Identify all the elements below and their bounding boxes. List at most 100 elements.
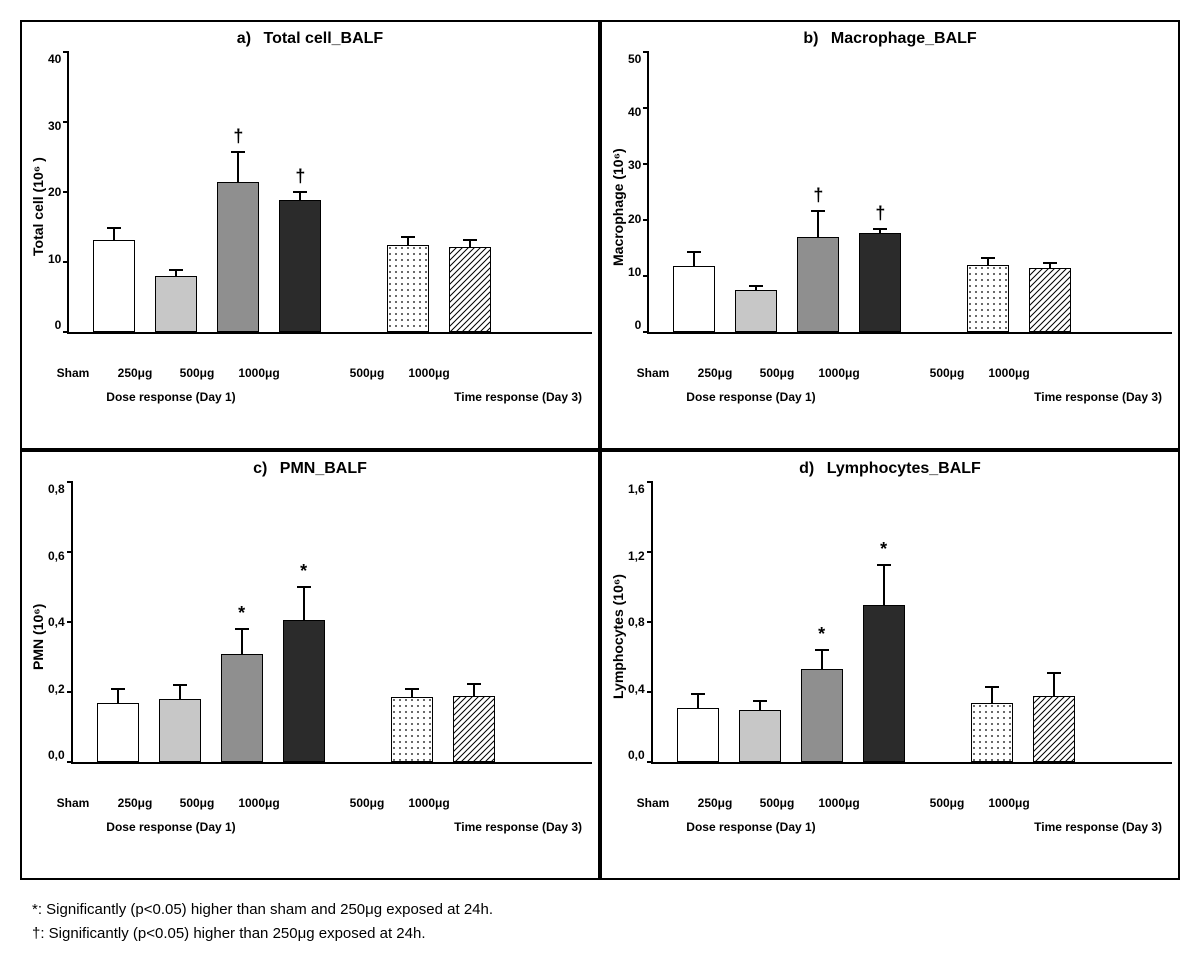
footnotes: *: Significantly (p<0.05) higher than sh… [20, 898, 1180, 946]
significance-marker: * [300, 561, 307, 582]
bar-b-dose-Sham [673, 266, 715, 332]
sub-axis: Dose response (Day 1) Time response (Day… [28, 390, 592, 404]
error-bar [407, 236, 409, 246]
figure-root: a) Total cell_BALF Total cell (10⁶ ) 403… [20, 20, 1180, 946]
panel-title: a) Total cell_BALF [28, 30, 592, 48]
y-tick-label: 0,2 [48, 682, 65, 696]
bar-b-dose-1000μg: † [859, 233, 901, 332]
error-bar [817, 210, 819, 238]
error-bar [991, 686, 993, 704]
panel-title-text: Total cell_BALF [263, 30, 383, 47]
x-tick-label: 1000μg [228, 366, 290, 380]
subaxis-dose: Dose response (Day 1) [42, 390, 300, 404]
error-bar [987, 257, 989, 265]
y-tick-label: 40 [628, 105, 641, 119]
bar-d-time-500μg [971, 703, 1013, 763]
y-tick-label: 0,0 [628, 748, 645, 762]
y-tick-label: 1,2 [628, 549, 645, 563]
bar-c-time-1000μg [453, 696, 495, 763]
subaxis-time: Time response (Day 3) [880, 820, 1172, 834]
y-tick-label: 0,8 [48, 482, 65, 496]
x-tick-label: 1000μg [978, 366, 1040, 380]
error-bar [697, 693, 699, 709]
x-tick-label: 500μg [746, 796, 808, 810]
significance-marker: † [813, 185, 823, 206]
dose-group: † † [83, 52, 331, 332]
x-tick-label: 500μg [166, 796, 228, 810]
error-bar [473, 683, 475, 697]
subaxis-time: Time response (Day 3) [300, 820, 592, 834]
error-bar [411, 688, 413, 699]
error-bar [303, 586, 305, 621]
plot-area: † † [67, 52, 592, 334]
y-tick-label: 0,6 [48, 549, 65, 563]
bar-a-time-500μg [387, 245, 429, 333]
x-tick-label: 1000μg [978, 796, 1040, 810]
bar-a-dose-Sham [93, 240, 135, 332]
y-tick-label: 0,0 [48, 748, 65, 762]
y-axis: 50403020100 [628, 52, 647, 332]
bars-container: * * [653, 482, 1172, 762]
bar-b-dose-500μg: † [797, 237, 839, 332]
error-bar [237, 151, 239, 183]
plot-area: * * [71, 482, 592, 764]
panel-a: a) Total cell_BALF Total cell (10⁶ ) 403… [20, 20, 600, 450]
panel-b: b) Macrophage_BALF Macrophage (10⁶) 5040… [600, 20, 1180, 450]
sub-axis: Dose response (Day 1) Time response (Day… [608, 390, 1172, 404]
x-tick-label: 1000μg [228, 796, 290, 810]
dose-group: * * [87, 482, 335, 762]
y-tick-label: 10 [628, 265, 641, 279]
sub-axis: Dose response (Day 1) Time response (Day… [608, 820, 1172, 834]
bar-a-time-1000μg [449, 247, 491, 332]
significance-marker: † [233, 126, 243, 147]
bar-b-time-1000μg [1029, 268, 1071, 332]
plot-area: † † [647, 52, 1172, 334]
bar-c-time-500μg [391, 697, 433, 762]
time-group [961, 482, 1085, 762]
panel-letter: a) [237, 30, 251, 47]
x-tick-label: 500μg [166, 366, 228, 380]
panel-letter: c) [253, 460, 267, 477]
bar-c-dose-500μg: * [221, 654, 263, 763]
y-tick-label: 0 [55, 318, 62, 332]
panel-title-text: Macrophage_BALF [831, 30, 977, 47]
error-bar [883, 564, 885, 606]
bars-container: † † [69, 52, 592, 332]
x-axis: Sham250μg500μg1000μg500μg1000μg [608, 796, 1172, 810]
bar-a-dose-500μg: † [217, 182, 259, 333]
x-tick-label: 500μg [336, 366, 398, 380]
significance-marker: * [880, 539, 887, 560]
x-tick-label: 1000μg [808, 796, 870, 810]
y-tick-label: 10 [48, 252, 61, 266]
subaxis-time: Time response (Day 3) [880, 390, 1172, 404]
bars-container: † † [649, 52, 1172, 332]
x-tick-label: 1000μg [398, 796, 460, 810]
significance-marker: † [875, 203, 885, 224]
x-axis: Sham250μg500μg1000μg500μg1000μg [608, 366, 1172, 380]
x-tick-label: 250μg [104, 796, 166, 810]
bar-c-dose-Sham [97, 703, 139, 763]
y-tick-label: 20 [628, 212, 641, 226]
bar-d-dose-500μg: * [801, 669, 843, 762]
bar-b-time-500μg [967, 265, 1009, 332]
error-bar [879, 228, 881, 235]
y-axis-label: PMN (10⁶) [28, 482, 48, 792]
error-bar [755, 285, 757, 291]
x-tick-label: 500μg [336, 796, 398, 810]
y-axis-label: Lymphocytes (10⁶) [608, 482, 628, 792]
y-tick-label: 50 [628, 52, 641, 66]
panel-title: b) Macrophage_BALF [608, 30, 1172, 48]
error-bar [469, 239, 471, 247]
bar-d-time-1000μg [1033, 696, 1075, 763]
plot-area: * * [651, 482, 1172, 764]
significance-marker: * [818, 624, 825, 645]
bar-a-dose-250μg [155, 276, 197, 332]
y-tick-label: 30 [628, 158, 641, 172]
dose-group: † † [663, 52, 911, 332]
error-bar [1053, 672, 1055, 697]
subaxis-dose: Dose response (Day 1) [622, 390, 880, 404]
bar-c-dose-1000μg: * [283, 620, 325, 762]
y-tick-label: 20 [48, 185, 61, 199]
footnote-star: *: Significantly (p<0.05) higher than sh… [32, 898, 1180, 922]
time-group [957, 52, 1081, 332]
